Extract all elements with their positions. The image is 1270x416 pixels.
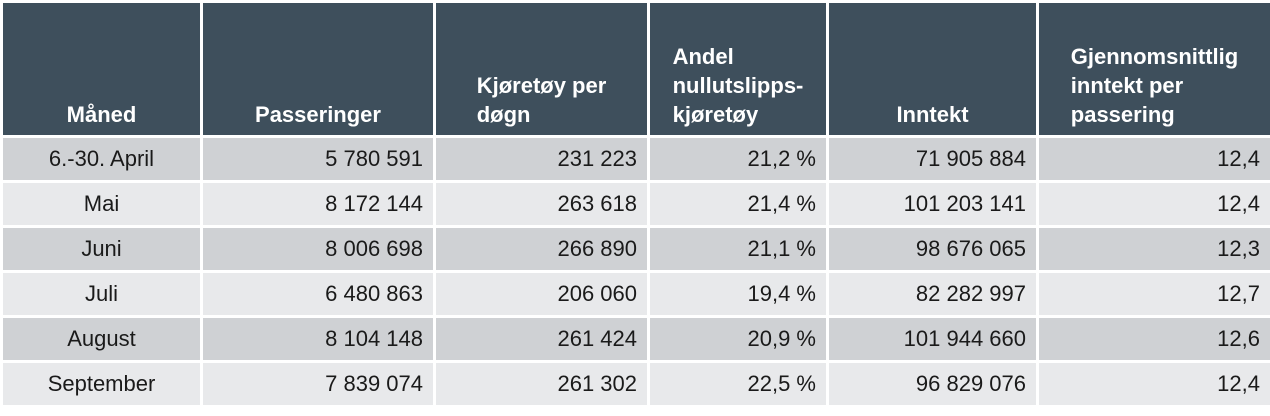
table-cell: 266 890 [436,228,647,270]
table-cell: 101 203 141 [829,183,1036,225]
table-cell: Juni [3,228,200,270]
header-cell: Andel nullutslipps-kjøretøy [650,3,826,135]
table-cell: 6.-30. April [3,138,200,180]
table-cell: 6 480 863 [203,273,433,315]
table: Måned Passeringer Kjøretøy per døgn Andel nul… [3,3,1270,405]
table-cell: Juli [3,273,200,315]
table-cell: 71 905 884 [829,138,1036,180]
table-cell: 8 104 148 [203,318,433,360]
table-cell: 98 676 065 [829,228,1036,270]
header-text: Kjøretøy per døgn [477,71,607,129]
header-line: Inntekt [896,102,969,127]
table-cell: 12,4 [1039,183,1270,225]
table-cell: 19,4 % [650,273,826,315]
header-line: Kjøretøy per [476,73,607,98]
header-line: nullutslipps- [672,73,804,98]
table-cell: 21,2 % [650,138,826,180]
table-cell: August [3,318,200,360]
table-cell: 101 944 660 [829,318,1036,360]
table-cell: 20,9 % [650,318,826,360]
table-cell: 261 424 [436,318,647,360]
header-text: Inntekt [896,100,968,129]
table-cell: 12,7 [1039,273,1270,315]
table-cell: 22,5 % [650,363,826,405]
table-cell: September [3,363,200,405]
table-cell: 5 780 591 [203,138,433,180]
table-cell: Mai [3,183,200,225]
table-cell: 96 829 076 [829,363,1036,405]
header-line: Passeringer [255,102,381,127]
header-line: passering [1070,102,1175,127]
table-cell: 8 172 144 [203,183,433,225]
table-cell: 8 006 698 [203,228,433,270]
table-cell: 12,3 [1039,228,1270,270]
header-cell: Passeringer [203,3,433,135]
header-text: Passeringer [255,100,381,129]
table-cell: 231 223 [436,138,647,180]
table-cell: 7 839 074 [203,363,433,405]
header-line: Måned [66,102,137,127]
table-cell: 82 282 997 [829,273,1036,315]
header-line: Andel [672,44,734,69]
header-line: Gjennomsnittlig [1070,44,1239,69]
table-cell: 263 618 [436,183,647,225]
table-cell: 21,1 % [650,228,826,270]
header-cell: Gjennomsnittlig inntekt per passering [1039,3,1270,135]
table-cell: 12,4 [1039,138,1270,180]
header-text: Andel nullutslipps-kjøretøy [673,42,804,129]
header-text: Måned [67,100,137,129]
header-cell: Inntekt [829,3,1036,135]
header-cell: Måned [3,3,200,135]
table-cell: 12,6 [1039,318,1270,360]
header-cell: Kjøretøy per døgn [436,3,647,135]
header-line: kjøretøy [672,102,759,127]
table-cell: 12,4 [1039,363,1270,405]
table-cell: 206 060 [436,273,647,315]
header-text: Gjennomsnittlig inntekt per passering [1071,42,1238,129]
table-cell: 261 302 [436,363,647,405]
header-line: inntekt per [1070,73,1184,98]
header-line: døgn [476,102,531,127]
table-cell: 21,4 % [650,183,826,225]
